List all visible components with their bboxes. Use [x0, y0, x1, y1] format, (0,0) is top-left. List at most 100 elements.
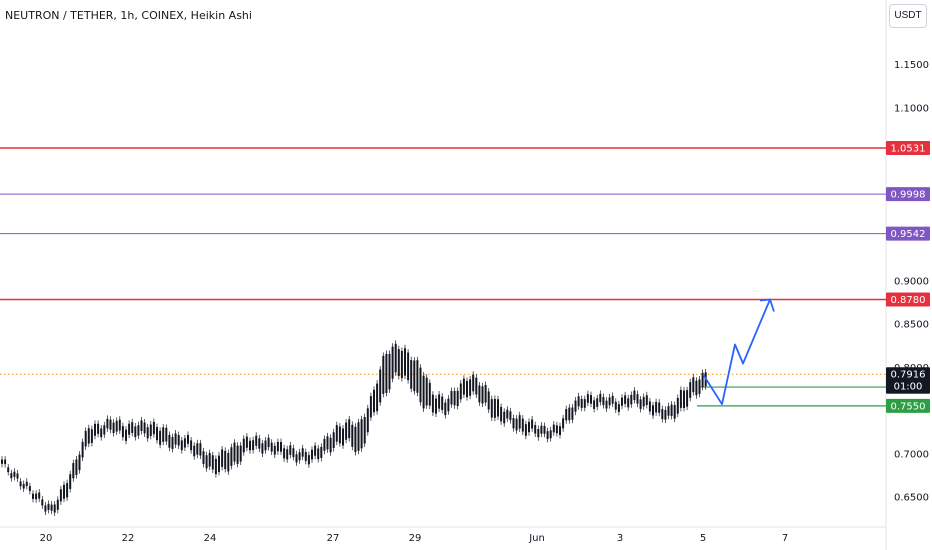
candle-body	[692, 377, 695, 393]
candle-body	[683, 390, 685, 409]
candle-body	[521, 418, 524, 432]
candle-body	[673, 405, 676, 419]
candle-body	[531, 419, 534, 429]
candle-body	[583, 399, 586, 408]
candle-body	[16, 473, 19, 479]
candle-body	[233, 442, 236, 462]
candle-body	[481, 386, 484, 404]
candle-body	[159, 430, 162, 445]
candle-body	[490, 399, 493, 418]
candle-body	[224, 450, 227, 470]
candle-body	[493, 398, 496, 418]
level-1-0531-tag-label: 1.0531	[891, 144, 926, 155]
candle-body	[146, 427, 149, 439]
candle-body	[645, 395, 648, 405]
candle-body	[497, 399, 499, 417]
candle-body	[53, 504, 56, 513]
candle-body	[4, 459, 7, 465]
candle-body	[630, 394, 633, 405]
candle-body	[152, 421, 155, 435]
price-tick-1-1000: 1.1000	[894, 103, 929, 114]
candle-body	[75, 459, 78, 476]
candle-body	[413, 360, 416, 392]
candle-body	[218, 455, 220, 472]
current-price-countdown: 01:00	[894, 382, 923, 393]
candle-body	[323, 439, 326, 451]
candle-body	[627, 398, 630, 408]
candle-body	[559, 426, 561, 435]
candle-body	[568, 407, 571, 421]
candle-body	[25, 481, 28, 487]
candle-body	[537, 428, 540, 438]
projection-line[interactable]	[702, 299, 771, 406]
candle-body	[549, 430, 552, 439]
candle-body	[456, 390, 459, 407]
candle-body	[580, 398, 583, 408]
candle-body	[118, 419, 121, 431]
candle-body	[534, 425, 537, 434]
support-0-7550-tag	[886, 398, 930, 413]
candle-body	[459, 383, 462, 400]
candle-body	[503, 411, 506, 424]
candle-body	[180, 440, 183, 451]
price-tick-1-1500: 1.1500	[894, 60, 929, 71]
candle-body	[28, 486, 31, 491]
candle-body	[385, 353, 388, 393]
currency-button[interactable]: USDT	[889, 4, 927, 28]
current-price-tag	[886, 367, 930, 394]
candle-body	[410, 360, 413, 389]
candle-body	[69, 474, 72, 489]
candle-body	[289, 445, 292, 455]
candle-body	[38, 492, 41, 499]
candle-body	[698, 379, 701, 394]
candle-body	[453, 390, 456, 406]
candle-body	[351, 424, 354, 447]
candle-body	[419, 367, 422, 403]
candle-body	[577, 396, 580, 407]
candle-body	[590, 395, 592, 404]
candle-body	[84, 430, 87, 447]
candle-body	[177, 435, 180, 446]
candle-body	[298, 452, 301, 461]
candle-body	[66, 483, 69, 498]
candle-body	[242, 438, 245, 453]
price-tick-0-8000: 0.8000	[894, 363, 929, 374]
candle-body	[518, 415, 521, 429]
candle-body	[574, 400, 577, 412]
candle-body	[357, 422, 360, 451]
candle-body	[19, 481, 22, 487]
candle-body	[447, 398, 450, 412]
chart-title: NEUTRON / TETHER, 1h, COINEX, Heikin Ash…	[5, 9, 252, 22]
candle-body	[264, 440, 267, 451]
time-tick-20: 20	[40, 533, 53, 544]
price-tick-0-7000: 0.7000	[894, 449, 929, 460]
candle-body	[679, 389, 682, 408]
candle-body	[484, 384, 487, 403]
candle-body	[304, 452, 307, 461]
level-0-9542-tag	[886, 226, 930, 241]
candle-body	[140, 420, 143, 432]
candle-body	[211, 455, 214, 470]
candle-body	[44, 505, 47, 512]
candle-body	[689, 382, 692, 398]
candle-body	[239, 445, 242, 462]
candle-body	[621, 397, 623, 406]
candle-body	[438, 394, 441, 409]
candle-body	[642, 396, 645, 407]
candle-body	[617, 404, 620, 413]
candle-body	[149, 424, 152, 436]
candle-body	[1, 459, 3, 464]
candle-body	[35, 493, 38, 500]
candle-body	[586, 394, 589, 403]
level-0-8780-tag-label: 0.8780	[891, 295, 926, 306]
candle-body	[128, 423, 131, 435]
candle-body	[676, 397, 679, 414]
candle-body	[546, 431, 549, 439]
price-tick-0-8500: 0.8500	[894, 320, 929, 331]
candle-body	[335, 425, 338, 442]
candle-body	[81, 441, 84, 458]
candle-body	[599, 393, 602, 403]
candle-body	[382, 355, 385, 394]
candle-body	[317, 448, 320, 460]
